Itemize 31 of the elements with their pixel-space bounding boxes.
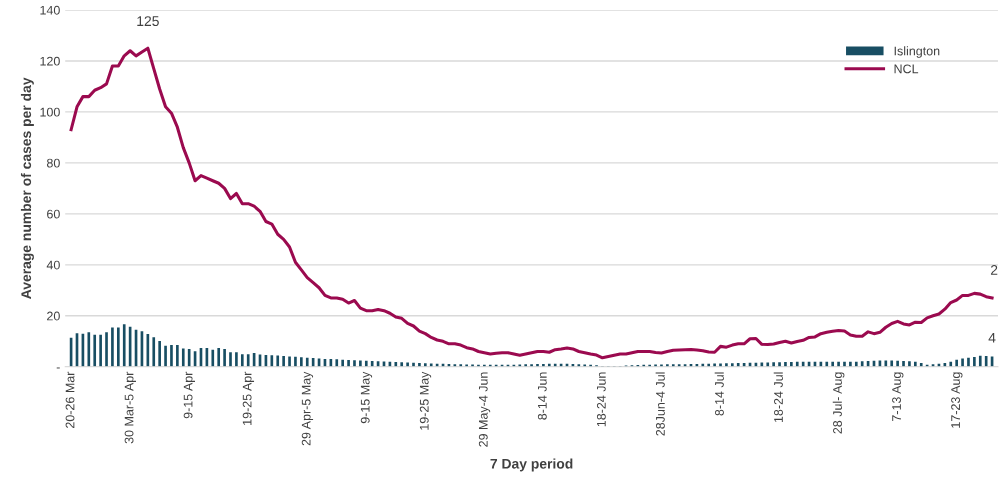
data-label: 4 — [988, 333, 996, 343]
x-tick-label: 9-15 Apr — [183, 371, 195, 419]
x-tick-label: 28Jun-4 Jul — [655, 372, 665, 436]
x-tick-label: 29 Apr-5 May — [301, 371, 314, 446]
x-tick-label: 8-14 Jun — [537, 372, 547, 420]
x-tick-label: 28 Jul- Aug — [832, 372, 845, 434]
x-axis-title: 7 Day period — [490, 458, 573, 472]
x-tick-label: 18-24 Jul — [773, 372, 783, 423]
x-tick-label: 19-25 May — [419, 371, 432, 430]
y-tick-label: 120 — [40, 56, 60, 66]
x-tick-label: 29 May-4 Jun — [478, 372, 491, 447]
y-tick-label: 60 — [47, 209, 60, 219]
x-tick-label: 19-25 Apr — [242, 371, 255, 425]
annotation: 2 — [990, 264, 998, 275]
y-axis-title: Average number of cases per day — [20, 77, 34, 299]
legend-label: NCL — [894, 64, 919, 74]
x-tick-label: 17-23 Aug — [951, 372, 963, 428]
x-tick-label: 9-15 May — [360, 371, 373, 424]
y-tick-label: 140 — [40, 5, 60, 15]
y-tick-label: 20 — [47, 311, 60, 321]
y-tick-label: 40 — [46, 260, 60, 270]
y-tick-label: 80 — [46, 158, 60, 168]
x-tick-label: 8-14 Jul — [714, 372, 724, 416]
x-tick-label: 30 Mar-5 Apr — [124, 371, 136, 444]
y-tick-label: - — [56, 367, 60, 369]
x-tick-label: 20-26 Mar — [65, 371, 75, 428]
x-tick-label: 7-13 Aug — [892, 372, 904, 422]
legend-label: Islington — [894, 46, 940, 58]
y-tick-label: 100 — [40, 107, 60, 117]
x-tick-label: 18-24 Jun — [596, 372, 606, 427]
data-label: 125 — [137, 16, 159, 27]
